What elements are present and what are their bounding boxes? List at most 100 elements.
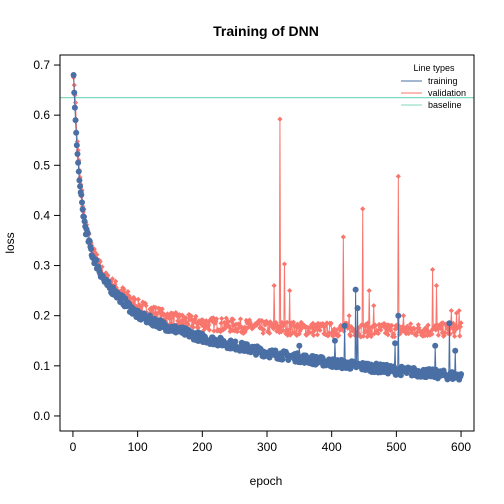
validation-point [287,332,293,338]
validation-point [143,303,149,309]
training-point [272,347,279,354]
validation-point [395,173,401,179]
validation-point [345,322,352,329]
validation-point [446,326,452,332]
validation-point [271,283,277,289]
validation-point [452,323,458,329]
validation-point [228,326,234,332]
x-tick-label: 200 [192,440,212,454]
validation-point [179,312,185,318]
validation-point [159,306,165,312]
validation-point [444,324,450,330]
training-point [73,142,80,149]
training-point [279,356,286,363]
y-tick-label: 0.2 [33,309,50,323]
validation-point [433,283,440,289]
training-point [74,151,81,158]
validation-point [441,332,447,338]
validation-point [105,272,111,278]
training-point [296,342,303,349]
training-point [446,320,453,327]
validation-point [241,324,247,331]
training-point [72,117,79,124]
validation-point [237,316,244,322]
validation-point [261,319,268,325]
validation-point [404,323,410,329]
training-point [75,168,82,175]
validation-point [272,324,279,330]
training-point [88,245,95,252]
training-point [232,338,239,345]
y-tick-label: 0.1 [33,359,50,373]
validation-point [362,328,368,334]
training-point [156,325,163,332]
validation-point [183,315,189,321]
validation-point [400,313,407,319]
training-point [354,305,361,312]
training-point [77,183,84,190]
validation-point [336,325,343,331]
validation-point [135,296,141,302]
training-point [452,347,459,354]
validation-point [235,326,241,332]
validation-point [317,327,323,333]
training-point [78,199,85,206]
validation-point [298,319,304,325]
validation-point [260,330,266,336]
validation-point [201,327,207,333]
validation-point [243,327,249,333]
validation-point [206,322,212,328]
validation-point [234,329,240,335]
validation-point [166,315,172,321]
validation-point [411,326,418,332]
validation-point [277,324,284,330]
validation-point [439,330,445,336]
validation-point [373,322,379,329]
validation-point [368,333,374,340]
validation-point [203,318,209,324]
legend-label-training: training [428,76,458,86]
validation-point [153,304,159,311]
validation-point [435,332,442,338]
x-tick-label: 300 [257,440,277,454]
training-point [352,286,359,293]
validation-point [149,306,156,312]
validation-point [334,330,340,337]
validation-point [328,320,334,326]
validation-point [313,324,319,330]
legend: Line types training validation baseline [401,63,466,110]
x-axis: 0 100 200 300 400 500 600 [70,431,471,454]
validation-point [381,320,387,327]
validation-point [246,317,253,323]
validation-point [188,313,194,319]
validation-point [156,309,162,316]
validation-point [333,327,339,333]
y-tick-label: 0.0 [33,409,50,423]
validation-point [278,329,284,335]
validation-point [416,325,422,331]
validation-point [202,320,208,326]
validation-point [426,330,432,336]
validation-point [136,302,143,308]
validation-point [118,288,125,294]
validation-point [225,318,231,324]
validation-point [448,308,454,314]
validation-point [132,296,138,302]
validation-point [391,331,397,337]
training-point [78,191,85,198]
validation-point [457,333,463,339]
validation-point [431,326,437,332]
validation-point [378,327,384,333]
validation-point [193,313,199,319]
validation-point [402,327,409,333]
validation-point [365,331,372,337]
validation-point [219,315,225,322]
validation-point [422,333,428,339]
training-point [81,218,88,225]
validation-point [195,321,201,327]
validation-point [113,278,119,284]
validation-point [175,318,181,324]
validation-point [222,326,228,332]
y-tick-label: 0.7 [33,58,50,72]
